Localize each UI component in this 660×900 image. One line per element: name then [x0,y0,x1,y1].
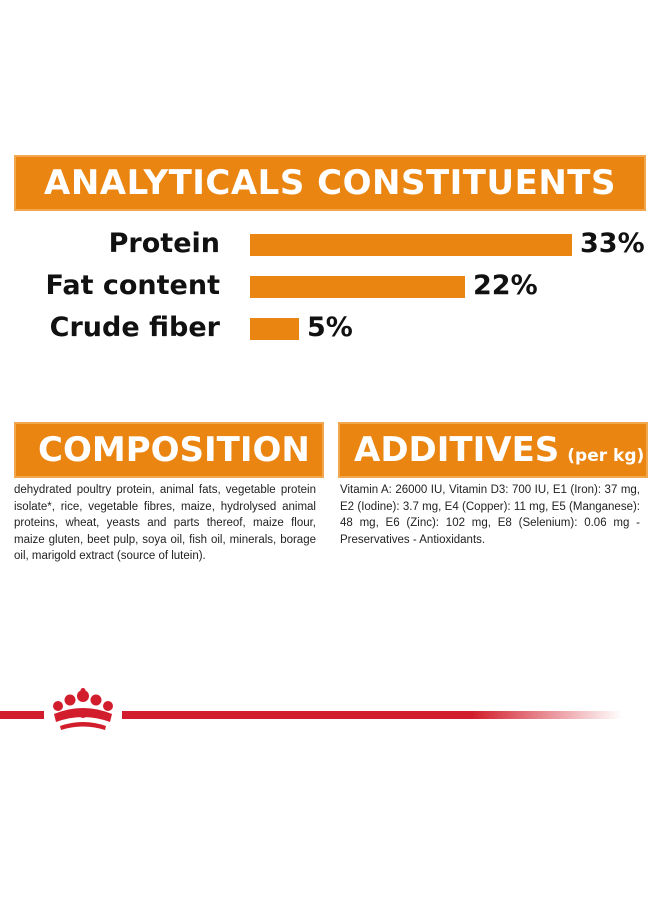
nutrient-label: Protein [108,228,220,259]
nutrient-value: 33% [580,228,645,259]
nutrient-row-fat: Fat content 22% [0,266,660,306]
nutrient-value: 22% [473,270,538,301]
additives-text: Vitamin A: 26000 IU, Vitamin D3: 700 IU,… [340,484,640,546]
nutrient-row-fiber: Crude fiber 5% [0,308,660,348]
analytics-title: ANALYTICALS CONSTITUENTS [44,163,616,203]
nutrient-bar [250,318,299,340]
composition-title-banner: COMPOSITION [14,422,324,478]
footer-divider-left [0,711,44,719]
footer-divider-right [122,711,622,719]
nutrient-value: 5% [307,312,353,343]
composition-text: dehydrated poultry protein, animal fats,… [14,484,316,562]
composition-title: COMPOSITION [38,430,310,470]
royal-crown-icon [53,688,113,730]
additives-title-suffix: (per kg) [567,446,645,466]
nutrient-bar [250,276,465,298]
nutrient-label: Fat content [45,270,220,301]
additives-title: ADDITIVES [354,430,560,470]
nutrient-label: Crude fiber [49,312,220,343]
additives-title-banner: ADDITIVES (per kg) [338,422,648,478]
nutrient-row-protein: Protein 33% [0,224,660,264]
nutrient-bar [250,234,572,256]
analytics-title-banner: ANALYTICALS CONSTITUENTS [14,155,646,211]
